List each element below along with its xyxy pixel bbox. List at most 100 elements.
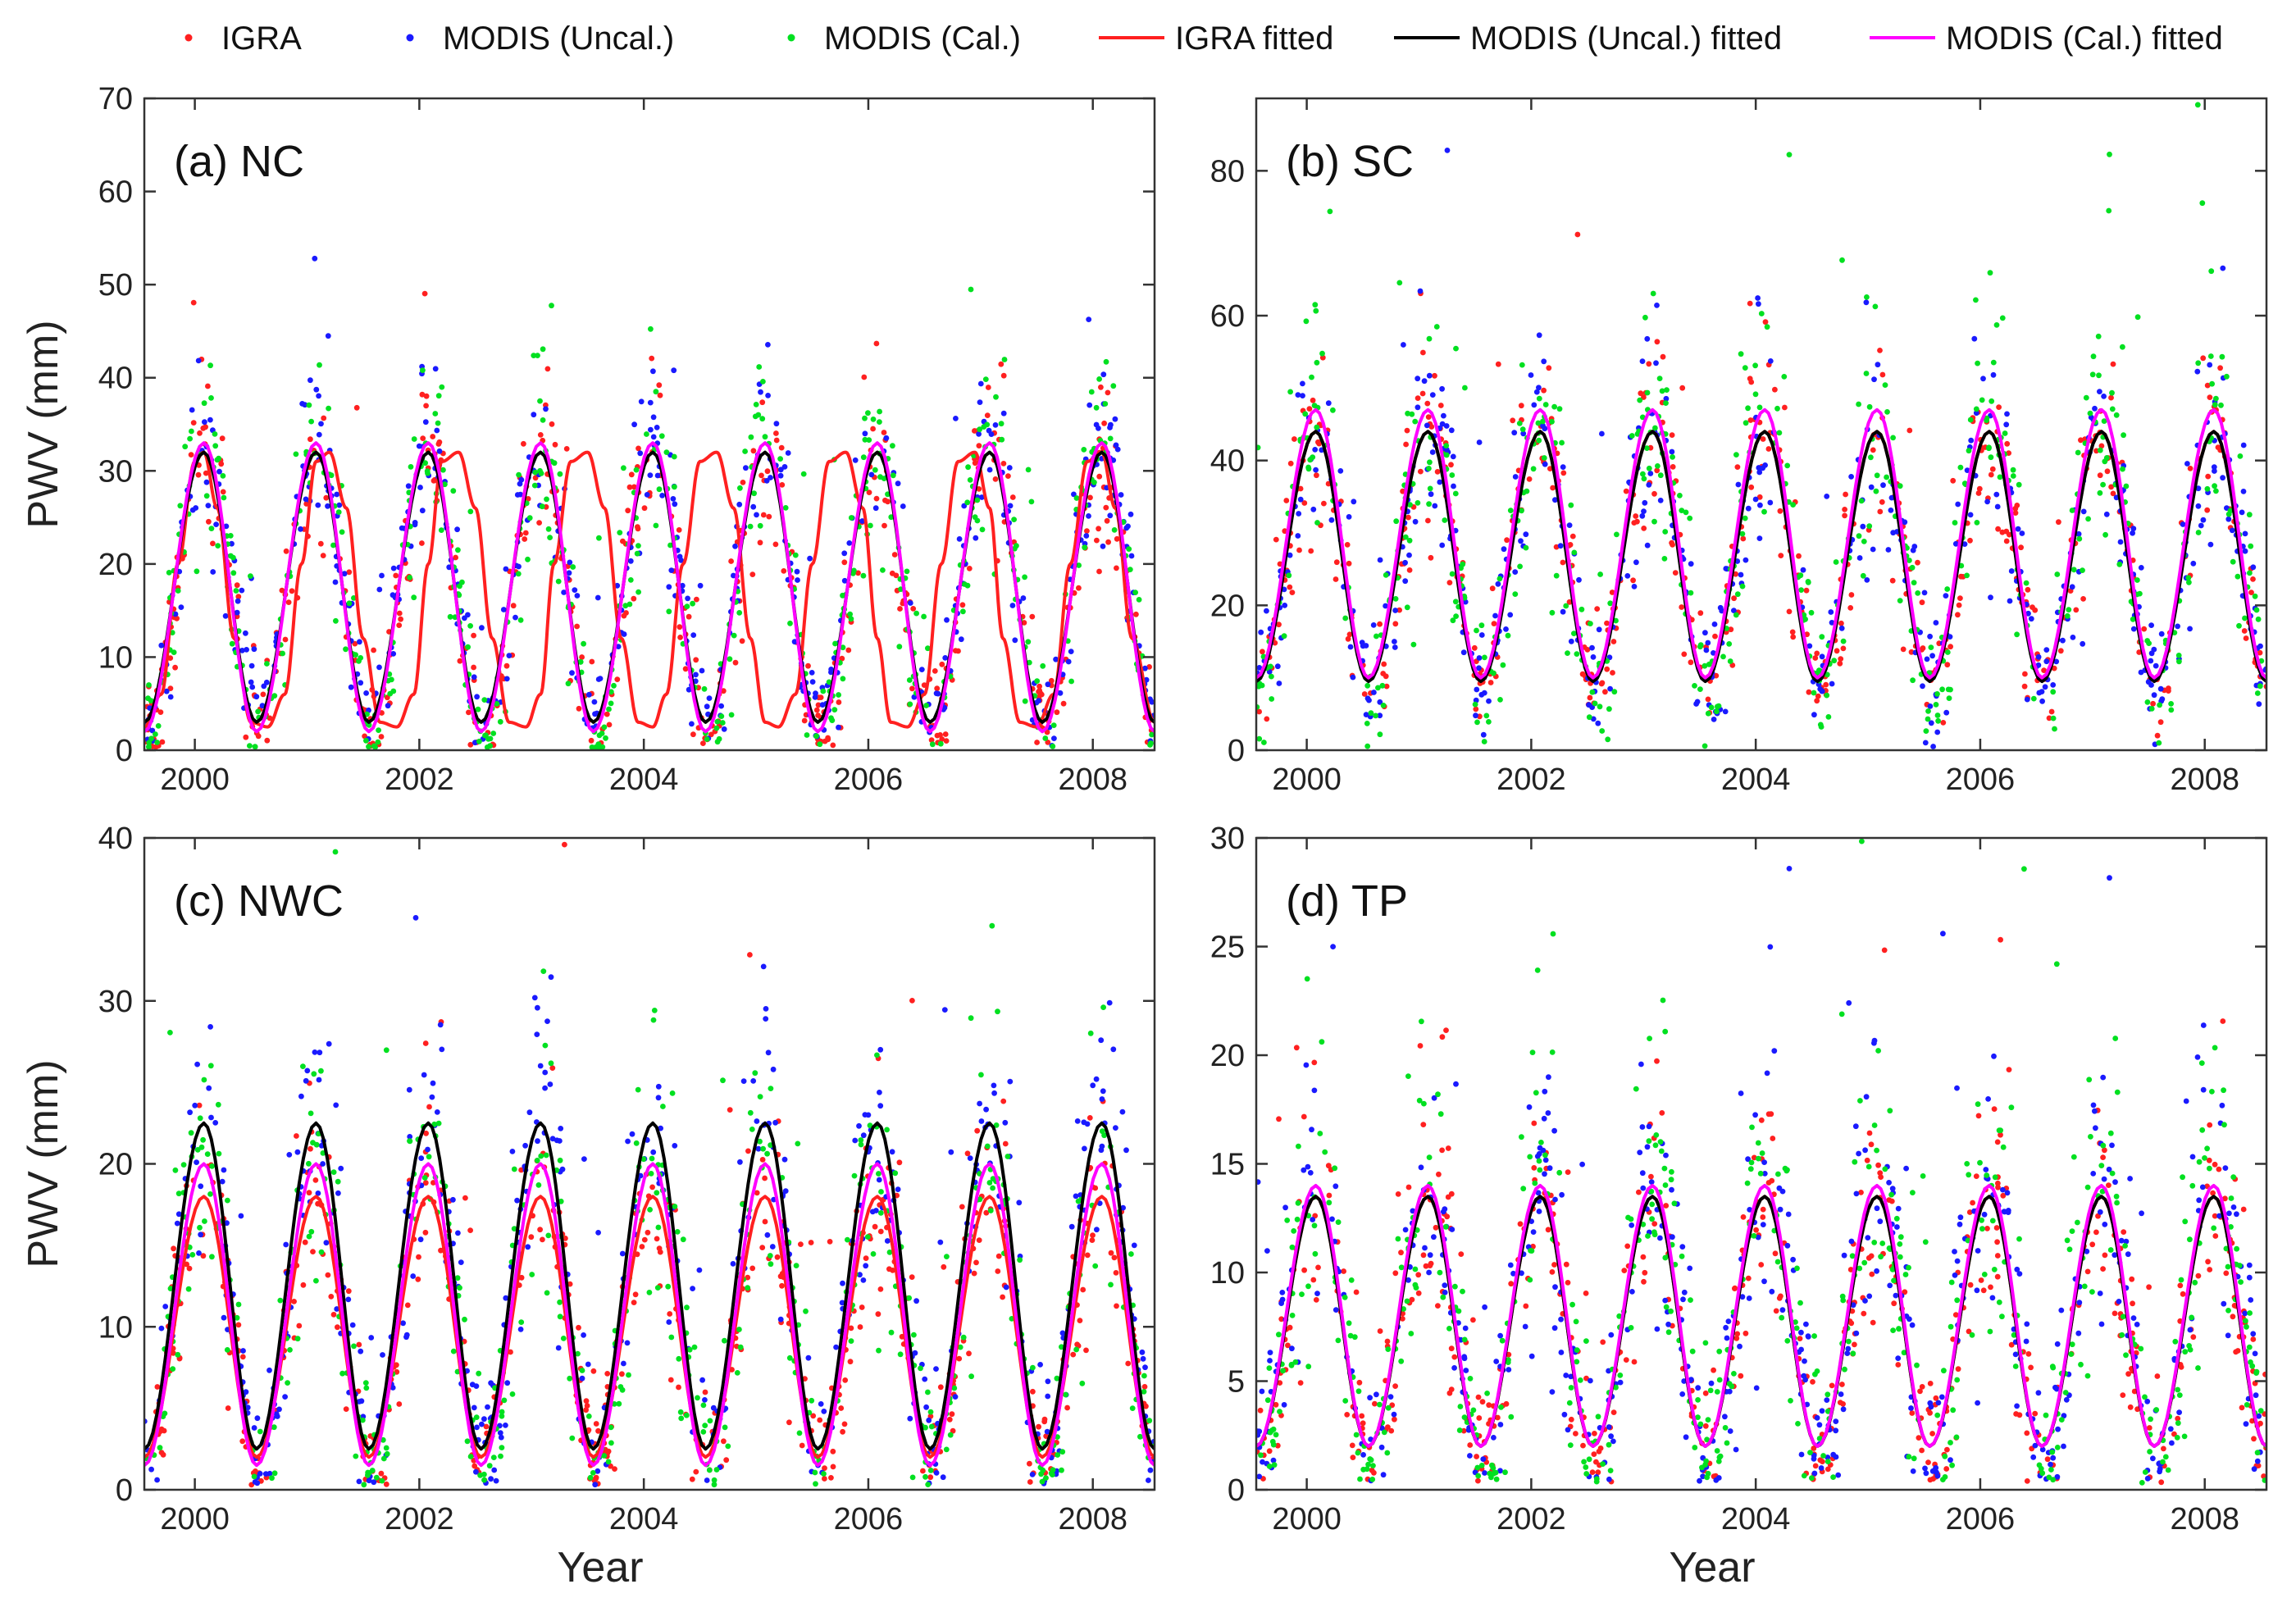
data-point (1141, 1373, 1147, 1379)
data-point (982, 376, 989, 382)
data-point (172, 611, 179, 617)
data-point (323, 1240, 330, 1246)
data-point (1882, 382, 1888, 388)
data-point (1786, 608, 1793, 615)
data-point (1838, 625, 1845, 631)
data-point (1278, 1316, 1285, 1322)
data-point (815, 702, 822, 708)
data-point (1111, 527, 1118, 533)
data-point (781, 464, 788, 470)
data-point (182, 444, 189, 450)
data-point (1806, 689, 1812, 695)
data-point (2056, 519, 2061, 526)
data-point (2247, 570, 2253, 576)
data-point (895, 480, 901, 487)
data-point (1633, 513, 1639, 519)
legend-label: MODIS (Uncal.) fitted (1470, 20, 1782, 57)
data-point (1863, 299, 1870, 306)
data-point (621, 631, 627, 637)
data-point (509, 1149, 516, 1154)
data-point (1987, 270, 1993, 276)
data-point (799, 1442, 805, 1449)
data-point (2022, 671, 2028, 677)
data-point (567, 1375, 573, 1382)
data-point (1478, 632, 1485, 638)
data-point (318, 1249, 325, 1255)
data-point (1594, 606, 1601, 612)
data-point (1646, 482, 1652, 488)
data-point (720, 688, 727, 694)
data-point (562, 841, 567, 848)
data-point (1928, 720, 1934, 726)
data-point (1541, 387, 1547, 394)
data-point (172, 1167, 179, 1173)
data-point (1082, 544, 1088, 551)
data-point (2212, 483, 2218, 489)
data-point (224, 1220, 230, 1227)
data-point (1772, 386, 1778, 393)
data-point (332, 849, 339, 855)
data-point (1661, 556, 1668, 562)
data-point (2102, 531, 2109, 538)
data-point (1934, 712, 1941, 718)
data-point (1906, 427, 1913, 434)
data-point (1444, 148, 1451, 153)
data-point (2250, 564, 2257, 571)
data-point (1146, 1477, 1151, 1483)
data-point (1747, 300, 1753, 307)
data-point (877, 408, 882, 415)
data-point (1096, 473, 1103, 480)
data-point (985, 385, 991, 390)
data-point (1350, 1454, 1356, 1460)
data-point (1739, 530, 1746, 537)
data-point (1659, 1110, 1665, 1116)
data-point (1653, 360, 1659, 366)
data-point (1104, 517, 1110, 524)
data-point (872, 505, 879, 512)
data-point (534, 1031, 540, 1037)
data-point (727, 1107, 733, 1113)
data-point (1806, 643, 1813, 649)
data-point (592, 1482, 599, 1488)
data-point (471, 1404, 477, 1411)
data-point (1392, 596, 1399, 602)
data-point (1098, 1147, 1105, 1154)
data-point (650, 1017, 657, 1023)
data-point (1569, 533, 1576, 539)
data-point (1258, 629, 1264, 635)
data-point (1292, 436, 1297, 442)
data-point (1814, 698, 1820, 704)
data-point (234, 609, 240, 616)
data-point (1758, 1262, 1765, 1268)
data-point (390, 1385, 396, 1391)
data-point (435, 393, 442, 399)
data-point (1086, 402, 1093, 408)
data-point (522, 1142, 528, 1149)
data-point (964, 499, 971, 506)
data-point (800, 471, 807, 477)
data-point (1657, 498, 1664, 503)
data-point (1373, 712, 1378, 719)
data-point (1877, 508, 1884, 515)
data-point (1424, 400, 1431, 407)
data-point (535, 353, 540, 358)
data-point (175, 1190, 182, 1197)
data-point (1610, 639, 1617, 644)
data-point (1715, 703, 1720, 710)
data-point (1126, 546, 1132, 552)
data-point (407, 1134, 413, 1140)
data-point (822, 1465, 827, 1471)
data-point (815, 712, 821, 718)
data-point (764, 1231, 771, 1238)
data-point (971, 1270, 977, 1277)
data-point (1478, 622, 1485, 629)
data-point (2106, 1182, 2112, 1188)
data-point (900, 503, 906, 509)
data-point (477, 1473, 483, 1478)
data-point (485, 1404, 490, 1410)
data-point (801, 717, 808, 724)
data-point (881, 476, 887, 481)
data-point (1640, 471, 1646, 477)
data-point (1906, 558, 1912, 563)
data-point (1734, 591, 1741, 598)
